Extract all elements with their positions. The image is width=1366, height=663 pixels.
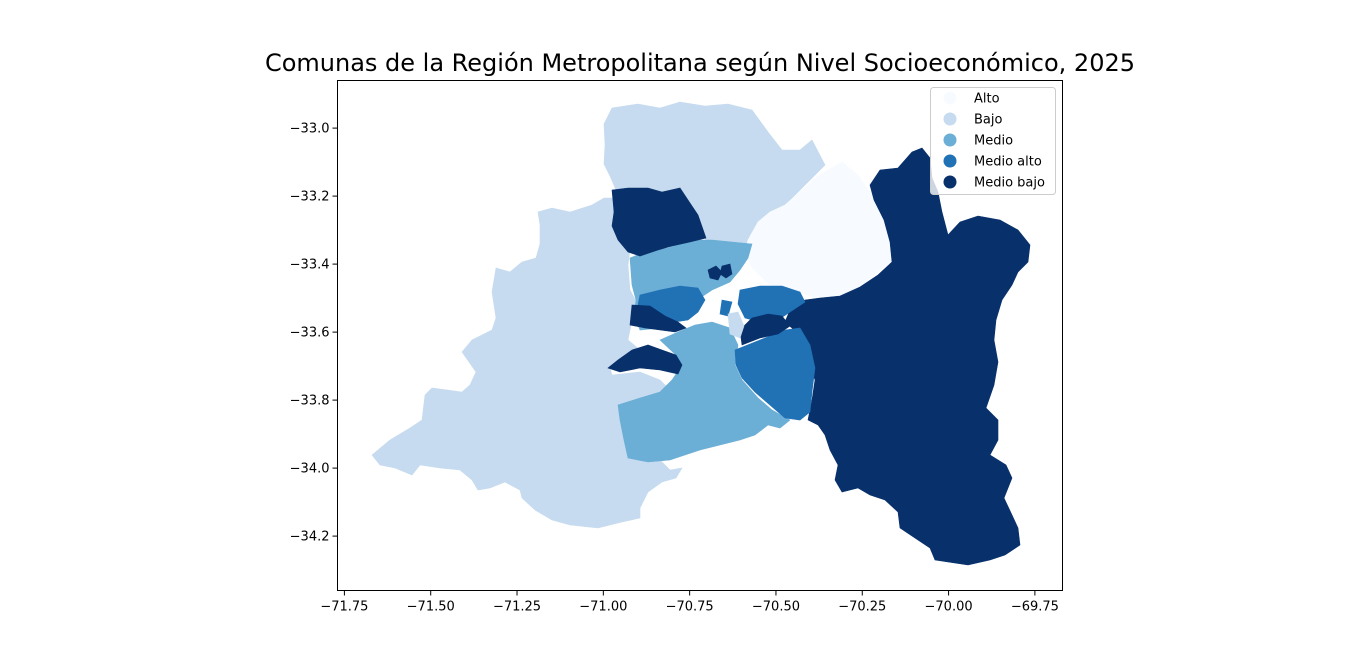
map-legend: Alto Bajo Medio Medio alto Medio bajo bbox=[930, 87, 1056, 195]
region-medio-bajo-puente bbox=[739, 313, 791, 346]
x-tick-label: −70.00 bbox=[925, 600, 973, 615]
legend-marker-bajo bbox=[943, 112, 957, 126]
y-tick-label: −34.2 bbox=[290, 530, 330, 545]
map-axes-frame bbox=[337, 80, 1063, 591]
legend-label-bajo: Bajo bbox=[974, 113, 1002, 128]
x-tick-label: −70.75 bbox=[666, 600, 714, 615]
legend-marker-medio bbox=[943, 133, 957, 147]
region-medio-bajo-penaflor bbox=[629, 304, 687, 333]
legend-label-medio: Medio bbox=[974, 134, 1013, 149]
x-tick-label: −71.50 bbox=[407, 600, 455, 615]
y-tick-label: −34.0 bbox=[290, 462, 330, 477]
x-tick-label: −70.25 bbox=[838, 600, 886, 615]
region-medio-alto-south bbox=[734, 327, 816, 421]
legend-marker-medio-bajo bbox=[943, 175, 957, 189]
region-medio-bajo-colina bbox=[611, 187, 707, 257]
y-tick-label: −33.8 bbox=[290, 394, 330, 409]
y-axis-ticks: −33.0 −33.2 −33.4 −33.6 −33.8 −34.0 −34.2 bbox=[290, 122, 338, 545]
legend-box bbox=[930, 87, 1056, 195]
x-tick-label: −71.75 bbox=[320, 600, 368, 615]
y-tick-label: −33.6 bbox=[290, 326, 330, 341]
legend-label-medio-bajo: Medio bajo bbox=[974, 176, 1045, 191]
x-tick-label: −70.50 bbox=[752, 600, 800, 615]
map-title: Comunas de la Región Metropolitana según… bbox=[265, 49, 1135, 77]
legend-label-medio-alto: Medio alto bbox=[974, 155, 1042, 170]
region-bajo-center bbox=[727, 311, 745, 339]
region-medio-bajo-centro bbox=[707, 265, 723, 281]
x-axis-ticks: −71.75 −71.50 −71.25 −71.00 −70.75 −70.50 −70.… bbox=[320, 590, 1059, 615]
y-tick-label: −33.0 bbox=[290, 122, 330, 137]
x-tick-label: −71.25 bbox=[493, 600, 541, 615]
x-tick-label: −69.75 bbox=[1011, 600, 1059, 615]
legend-label-alto: Alto bbox=[974, 92, 1000, 107]
legend-marker-medio-alto bbox=[943, 154, 957, 168]
region-medio-bajo-talagante bbox=[607, 344, 683, 375]
region-medio-bajo-centro2 bbox=[719, 263, 733, 279]
y-tick-label: −33.4 bbox=[290, 258, 330, 273]
region-medio-south bbox=[617, 321, 791, 463]
region-medio-alto-east bbox=[737, 285, 806, 323]
x-tick-label: −71.00 bbox=[579, 600, 627, 615]
map-regions bbox=[371, 101, 1031, 566]
legend-marker-alto bbox=[943, 91, 957, 105]
y-tick-label: −33.2 bbox=[290, 190, 330, 205]
region-bajo-west bbox=[371, 197, 683, 529]
